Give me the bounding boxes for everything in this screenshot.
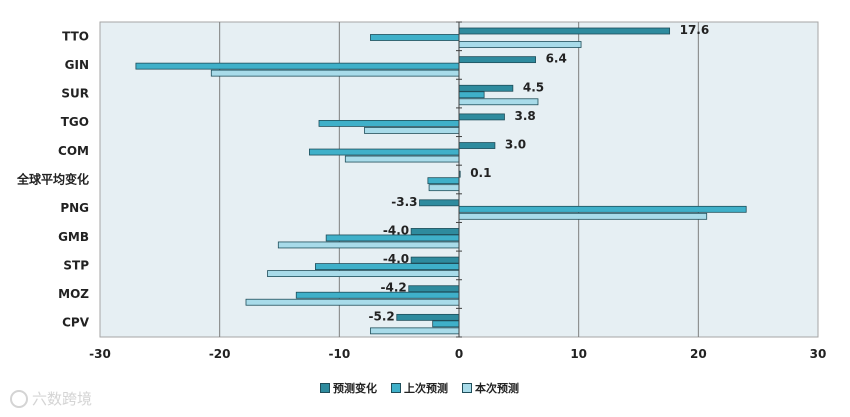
category-label: TTO <box>62 29 89 43</box>
legend-item-previous-forecast: 上次预测 <box>391 380 448 396</box>
bar <box>370 34 460 41</box>
bar <box>458 142 496 149</box>
x-tick-label: 10 <box>570 347 587 361</box>
category-label: PNG <box>60 201 89 215</box>
watermark-text: 六数跨境 <box>32 390 93 408</box>
bar <box>458 41 582 48</box>
bar <box>458 212 708 220</box>
legend-item-forecast-change: 预测变化 <box>320 380 377 396</box>
data-label: 3.0 <box>505 138 526 152</box>
bar <box>295 291 460 299</box>
data-label: -5.2 <box>369 309 395 323</box>
bar <box>245 298 460 306</box>
bar <box>370 327 460 335</box>
bar <box>135 62 460 70</box>
category-label: MOZ <box>58 287 89 301</box>
bar <box>396 313 460 321</box>
bar <box>210 69 460 77</box>
bar <box>427 177 460 185</box>
bar <box>458 84 514 92</box>
legend-label: 预测变化 <box>333 382 377 395</box>
data-label: 4.5 <box>523 80 544 94</box>
bar <box>277 241 460 249</box>
category-label: COM <box>58 144 89 158</box>
watermark-logo-icon <box>10 389 28 408</box>
legend-label: 上次预测 <box>404 382 448 395</box>
zero-axis <box>456 21 462 338</box>
data-label: 6.4 <box>546 52 567 66</box>
bar <box>458 205 747 213</box>
legend: 预测变化 上次预测 本次预测 <box>320 380 519 396</box>
legend-item-current-forecast: 本次预测 <box>462 380 519 396</box>
bar <box>364 127 460 134</box>
legend-swatch <box>462 383 472 393</box>
x-tick-label: -30 <box>89 347 111 361</box>
data-label: -4.0 <box>383 252 409 266</box>
bar <box>318 120 460 127</box>
data-label: 17.6 <box>680 23 710 37</box>
x-tick-label: -10 <box>328 347 350 361</box>
category-label: STP <box>63 258 89 272</box>
x-tick-label: 30 <box>810 347 827 361</box>
bar <box>410 256 460 264</box>
category-labels: TTO GIN SUR TGO COM 全球平均变化 PNG GMB STP MOZ CPV <box>16 29 90 329</box>
bar <box>458 98 539 106</box>
bar <box>408 285 460 293</box>
bar <box>344 155 460 163</box>
category-label: 全球平均变化 <box>16 172 89 187</box>
data-label: -4.2 <box>380 281 406 295</box>
bar <box>419 199 460 207</box>
x-tick-label: -20 <box>209 347 231 361</box>
legend-swatch <box>320 383 330 393</box>
bar <box>428 184 460 192</box>
data-label: 0.1 <box>470 166 491 180</box>
x-tick-label: 20 <box>690 347 707 361</box>
watermark: 六数跨境 <box>10 388 92 409</box>
legend-label: 本次预测 <box>475 382 519 395</box>
bar <box>458 56 536 64</box>
bar <box>309 148 460 156</box>
bar <box>458 27 671 35</box>
data-label: 3.8 <box>514 109 535 123</box>
x-tick-labels: -30 -20 -10 0 10 20 30 <box>89 347 826 361</box>
bar <box>458 91 485 99</box>
category-label: GMB <box>58 230 89 244</box>
bar <box>267 270 460 277</box>
category-label: CPV <box>62 316 90 330</box>
data-label: -4.0 <box>383 223 409 237</box>
category-label: GIN <box>65 58 89 72</box>
bars <box>135 27 747 335</box>
category-label: TGO <box>61 115 89 129</box>
bar <box>458 113 505 121</box>
data-label: -3.3 <box>391 195 417 209</box>
legend-swatch <box>391 383 401 393</box>
data-labels: 17.6 6.44.5 3.8 3.0 0.1 -3.3 -4.0 -4.0 -4.2 -5.2 <box>369 23 710 323</box>
bar <box>432 320 460 328</box>
x-tick-label: 0 <box>455 347 463 361</box>
bar <box>410 228 460 235</box>
category-label: SUR <box>61 87 89 101</box>
